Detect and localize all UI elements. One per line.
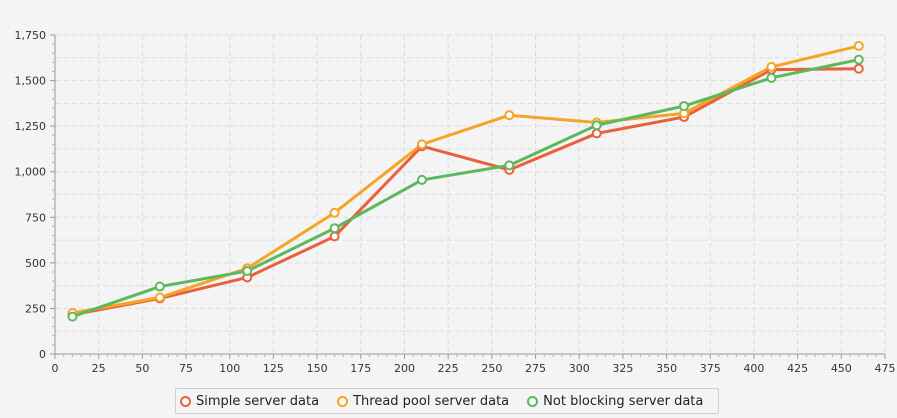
- y-tick-label: 1,250: [15, 120, 47, 133]
- legend-item-not-blocking: Not blocking server data: [527, 394, 703, 409]
- data-point-2: [242, 266, 253, 277]
- x-tick-label: 325: [612, 362, 633, 375]
- data-point-2: [154, 281, 165, 292]
- data-point-1: [766, 61, 777, 72]
- data-point-1: [416, 139, 427, 150]
- x-tick-label: 75: [179, 362, 193, 375]
- data-point-2: [67, 311, 78, 322]
- legend-item-thread-pool: Thread pool server data: [337, 394, 509, 409]
- data-point-2: [853, 54, 864, 65]
- legend-label: Thread pool server data: [353, 393, 510, 409]
- data-point-1: [154, 292, 165, 303]
- x-tick-label: 25: [92, 362, 106, 375]
- y-tick-label: 1,000: [15, 166, 47, 179]
- legend-label: Not blocking server data: [543, 393, 704, 409]
- x-tick-label: 400: [743, 362, 764, 375]
- x-tick-label: 0: [52, 362, 59, 375]
- legend-marker-icon: [180, 395, 191, 407]
- x-tick-label: 300: [569, 362, 590, 375]
- x-tick-label: 450: [831, 362, 852, 375]
- legend-item-simple: Simple server data: [180, 394, 319, 409]
- x-tick-label: 350: [656, 362, 677, 375]
- legend-label: Simple server data: [196, 393, 320, 409]
- y-tick-label: 1,500: [15, 75, 47, 88]
- data-point-2: [504, 160, 515, 171]
- data-point-2: [766, 72, 777, 83]
- data-point-1: [504, 110, 515, 121]
- x-tick-label: 275: [525, 362, 546, 375]
- legend-marker-icon: [527, 395, 539, 407]
- x-tick-label: 175: [350, 362, 371, 375]
- x-tick-label: 125: [263, 362, 284, 375]
- x-tick-label: 475: [875, 362, 896, 375]
- data-point-2: [591, 120, 602, 131]
- y-tick-label: 0: [39, 348, 46, 361]
- series-line-2: [71, 58, 860, 319]
- x-tick-label: 150: [307, 362, 328, 375]
- data-point-0: [853, 63, 864, 74]
- data-point-2: [679, 101, 690, 112]
- legend: Simple server data Thread pool server da…: [175, 388, 719, 414]
- data-point-2: [416, 174, 427, 185]
- x-tick-label: 250: [481, 362, 502, 375]
- data-point-0: [329, 231, 340, 242]
- y-tick-label: 750: [25, 211, 46, 224]
- x-tick-label: 100: [219, 362, 240, 375]
- x-tick-label: 425: [787, 362, 808, 375]
- x-tick-label: 200: [394, 362, 415, 375]
- data-point-1: [329, 207, 340, 218]
- y-tick-label: 250: [25, 302, 46, 315]
- legend-marker-icon: [337, 395, 349, 407]
- x-tick-label: 225: [438, 362, 459, 375]
- y-tick-label: 500: [25, 257, 46, 270]
- data-point-2: [329, 223, 340, 234]
- x-tick-label: 375: [700, 362, 721, 375]
- y-tick-label: 1,750: [15, 29, 47, 42]
- series-line-1: [72, 44, 860, 315]
- data-point-1: [853, 40, 864, 51]
- data-point-0: [591, 128, 602, 139]
- x-tick-label: 50: [135, 362, 149, 375]
